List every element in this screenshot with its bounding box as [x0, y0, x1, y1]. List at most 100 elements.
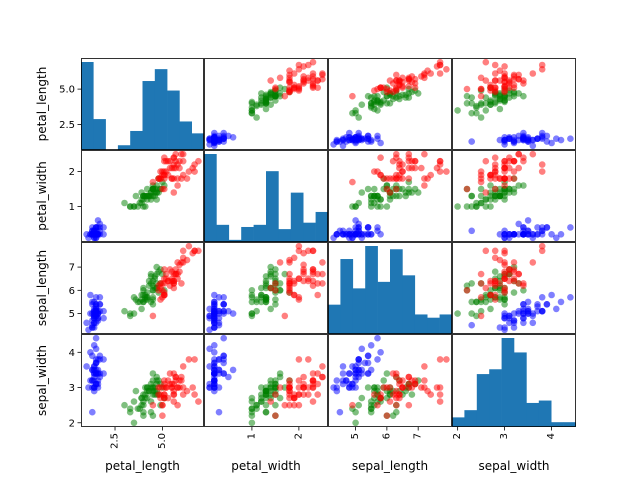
x-tick-label: 6	[381, 433, 392, 439]
panel-frame	[328, 58, 452, 150]
data-point	[506, 164, 513, 172]
data-point	[491, 247, 499, 255]
data-point	[355, 356, 363, 363]
data-point	[520, 314, 527, 322]
data-point	[220, 356, 227, 363]
data-point	[90, 384, 98, 391]
data-point	[524, 310, 532, 317]
data-point	[491, 77, 499, 84]
data-point	[491, 268, 499, 276]
data-point	[405, 157, 413, 165]
data-point	[170, 189, 178, 196]
data-point	[477, 85, 485, 93]
data-point	[386, 398, 394, 405]
data-point	[477, 192, 485, 200]
data-point	[132, 192, 140, 200]
data-point	[543, 224, 551, 231]
data-point	[399, 168, 406, 175]
data-point	[393, 408, 400, 416]
data-point	[501, 314, 508, 322]
data-point	[336, 408, 344, 416]
data-point	[100, 356, 107, 363]
data-point	[189, 384, 196, 391]
hist-bar	[216, 224, 230, 242]
hist-bar	[352, 288, 366, 334]
data-point	[191, 168, 198, 175]
data-point	[90, 314, 98, 322]
data-point	[468, 192, 476, 200]
data-point	[172, 270, 179, 278]
data-point	[468, 321, 476, 329]
data-point	[339, 231, 347, 238]
data-point	[349, 92, 356, 100]
data-point	[319, 70, 326, 77]
x-tick-label: 7	[413, 433, 424, 439]
data-point	[454, 107, 461, 114]
data-point	[374, 227, 381, 235]
data-point	[380, 377, 388, 384]
data-point	[142, 192, 149, 200]
data-point	[352, 217, 359, 224]
data-point	[374, 98, 381, 106]
data-point	[211, 324, 218, 331]
data-point	[477, 171, 485, 179]
data-point	[267, 77, 275, 84]
data-point	[176, 157, 183, 165]
data-point	[179, 391, 187, 398]
data-point	[258, 384, 265, 391]
hist-bar	[167, 90, 180, 150]
data-point	[92, 359, 100, 367]
data-point	[436, 384, 444, 391]
hist-bar	[452, 417, 465, 427]
data-point	[468, 310, 476, 317]
data-point	[567, 224, 574, 231]
data-point	[333, 377, 341, 384]
data-point	[487, 171, 494, 179]
hist-bar	[365, 246, 378, 334]
panel-sepal_width-vs-sepal_width	[452, 338, 576, 427]
data-point	[443, 168, 450, 175]
data-point	[258, 294, 265, 301]
hist-bar	[489, 369, 502, 427]
data-point	[339, 363, 347, 370]
data-point	[168, 175, 176, 182]
data-point	[100, 231, 107, 238]
data-point	[140, 412, 147, 420]
hist-bar	[526, 402, 540, 427]
data-point	[305, 277, 312, 285]
data-point	[506, 157, 513, 165]
data-point	[374, 107, 381, 114]
data-point	[134, 203, 142, 210]
data-point	[358, 394, 366, 402]
data-point	[463, 85, 471, 93]
data-point	[352, 231, 359, 238]
data-point	[421, 150, 428, 158]
hist-bar	[93, 119, 106, 150]
data-point	[510, 175, 518, 182]
data-point	[534, 231, 541, 238]
data-point	[477, 199, 485, 207]
data-point	[149, 178, 157, 186]
data-point	[491, 154, 499, 161]
data-point	[367, 203, 375, 210]
hist-bar	[142, 81, 156, 150]
data-point	[534, 224, 541, 231]
data-point	[300, 391, 307, 398]
panel-frame	[204, 242, 328, 334]
data-point	[510, 324, 518, 331]
data-point	[220, 334, 227, 342]
data-point	[421, 182, 428, 189]
data-point	[206, 345, 213, 353]
data-point	[534, 307, 541, 315]
data-point	[161, 384, 168, 391]
data-point	[248, 287, 256, 294]
data-point	[371, 185, 378, 193]
panel-sepal_length-vs-sepal_length	[328, 246, 452, 334]
data-point	[225, 373, 232, 381]
hist-bar	[266, 171, 279, 242]
data-point	[534, 135, 541, 142]
panel-frame	[204, 58, 328, 150]
data-point	[174, 259, 181, 266]
data-point	[126, 310, 134, 317]
data-point	[473, 109, 480, 117]
